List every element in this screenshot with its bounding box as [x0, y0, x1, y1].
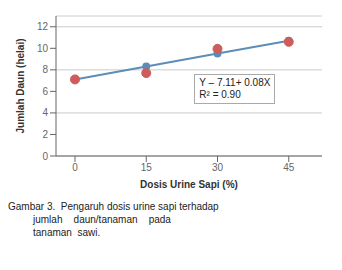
svg-text:15: 15 [141, 162, 153, 173]
svg-text:Dosis Urine Sapi (%): Dosis Urine Sapi (%) [140, 179, 238, 190]
svg-text:4: 4 [42, 107, 48, 118]
svg-text:2: 2 [42, 129, 48, 140]
svg-text:10: 10 [37, 43, 49, 54]
svg-text:0: 0 [42, 151, 48, 162]
html-text:Gambar 3. Pengaruh dosis urine: Gambar 3. Pengaruh dosis urine sapi terh… [8, 201, 219, 238]
svg-text:6: 6 [42, 86, 48, 97]
svg-text:Jumlah Daun (helai): Jumlah Daun (helai) [15, 38, 26, 133]
html-text:Y – 7.11+ 0.08X R² = 0.90: Y – 7.11+ 0.08X R² = 0.90 [199, 76, 271, 100]
svg-text:30: 30 [212, 162, 224, 173]
svg-text:45: 45 [283, 162, 295, 173]
svg-text:0: 0 [72, 162, 78, 173]
svg-text:8: 8 [42, 64, 48, 75]
svg-text:12: 12 [37, 21, 49, 32]
